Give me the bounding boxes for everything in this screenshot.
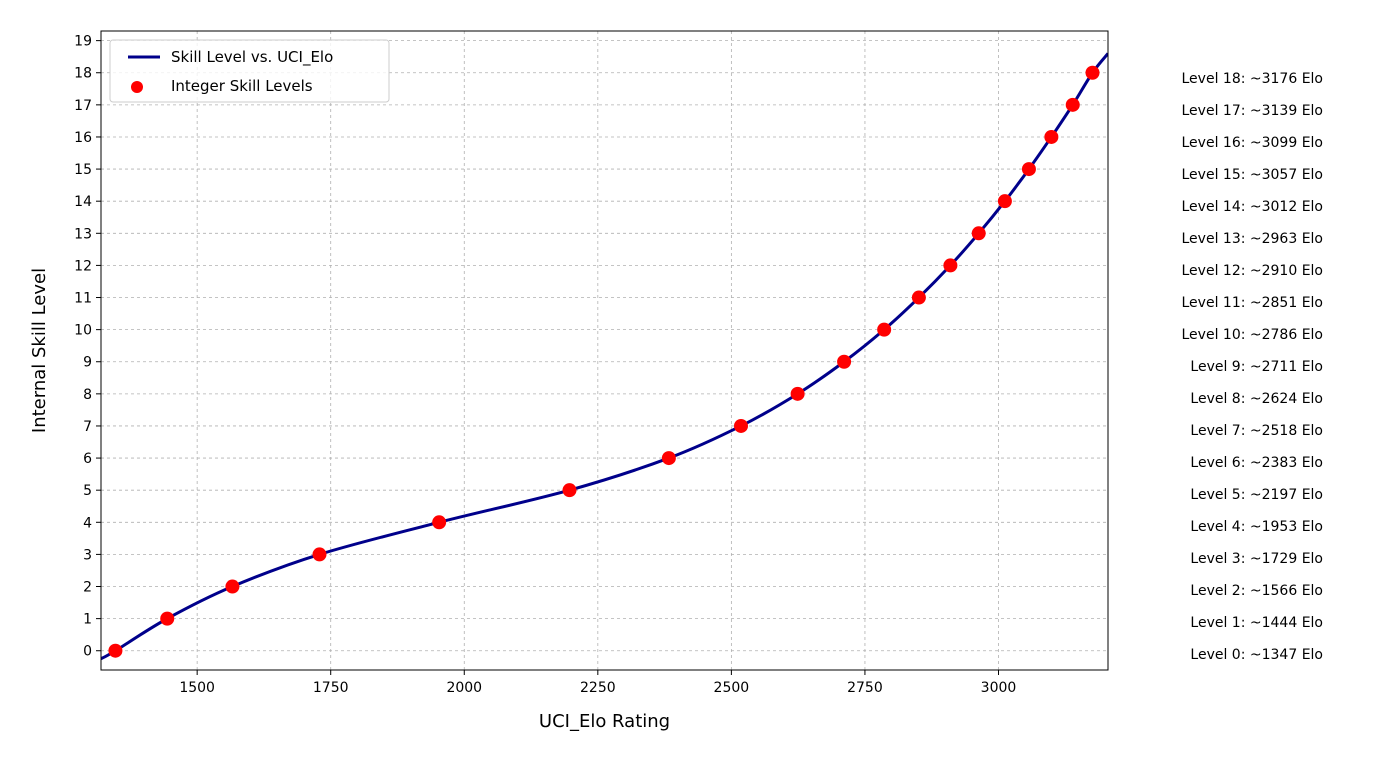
x-tick-label: 2500: [714, 680, 750, 696]
y-tick-label: 5: [83, 483, 92, 499]
y-tick-label: 12: [74, 258, 92, 274]
integer-skill-point: [1044, 129, 1059, 144]
y-axis-title: Internal Skill Level: [29, 268, 50, 433]
level-annotation: Level 17: ~3139 Elo: [1182, 103, 1324, 119]
level-annotation: Level 12: ~2910 Elo: [1182, 263, 1324, 279]
x-tick-label: 3000: [981, 680, 1017, 696]
y-tick-label: 0: [83, 644, 92, 660]
y-tick-label: 10: [74, 323, 92, 339]
level-annotation: Level 10: ~2786 Elo: [1182, 327, 1324, 343]
y-tick-label: 18: [74, 66, 92, 82]
level-annotation: Level 2: ~1566 Elo: [1190, 583, 1323, 599]
level-annotation: Level 16: ~3099 Elo: [1182, 135, 1324, 151]
x-axis-title: UCI_Elo Rating: [539, 711, 670, 732]
integer-skill-point: [911, 290, 926, 305]
y-tick-label: 14: [74, 194, 92, 210]
legend-line-label: Skill Level vs. UCI_Elo: [171, 48, 333, 67]
level-annotation: Level 8: ~2624 Elo: [1190, 391, 1323, 407]
integer-skill-point: [837, 354, 852, 369]
y-tick-label: 9: [83, 355, 92, 371]
y-tick-label: 2: [83, 580, 92, 596]
integer-skill-point: [1021, 162, 1036, 177]
level-annotation: Level 7: ~2518 Elo: [1190, 423, 1323, 439]
level-annotation: Level 13: ~2963 Elo: [1182, 231, 1324, 247]
integer-skill-point: [790, 386, 805, 401]
integer-skill-point: [1065, 97, 1080, 112]
level-annotation: Level 5: ~2197 Elo: [1190, 487, 1323, 503]
x-tick-label: 2250: [580, 680, 616, 696]
y-tick-label: 8: [83, 387, 92, 403]
level-annotation: Level 1: ~1444 Elo: [1190, 615, 1323, 631]
integer-skill-point: [733, 418, 748, 433]
y-tick-label: 11: [74, 291, 92, 307]
x-tick-label: 1750: [313, 680, 349, 696]
integer-skill-point: [432, 515, 447, 530]
integer-skill-point: [1085, 65, 1100, 80]
grid-lines: [101, 31, 1108, 670]
legend: Skill Level vs. UCI_Elo Integer Skill Le…: [109, 39, 390, 103]
y-tick-label: 13: [74, 226, 92, 242]
legend-box: [109, 39, 390, 103]
level-annotation: Level 15: ~3057 Elo: [1182, 167, 1324, 183]
y-tick-label: 15: [74, 162, 92, 178]
integer-skill-point: [562, 483, 577, 498]
level-annotation: Level 0: ~1347 Elo: [1190, 647, 1323, 663]
level-annotation: Level 3: ~1729 Elo: [1190, 551, 1323, 567]
y-tick-label: 3: [83, 547, 92, 563]
y-tick-label: 7: [83, 419, 92, 435]
y-tick-label: 4: [83, 515, 92, 531]
integer-skill-point: [160, 611, 175, 626]
level-annotation: Level 14: ~3012 Elo: [1182, 199, 1324, 215]
x-tick-label: 1500: [179, 680, 215, 696]
series-layer: [101, 52, 1108, 661]
level-annotation: Level 4: ~1953 Elo: [1190, 519, 1323, 535]
y-tick-label: 1: [83, 612, 92, 628]
level-annotation: Level 6: ~2383 Elo: [1190, 455, 1323, 471]
y-tick-label: 19: [74, 34, 92, 50]
y-tick-label: 16: [74, 130, 92, 146]
integer-skill-point: [943, 258, 958, 273]
x-tick-label: 2000: [446, 680, 482, 696]
skill-curve-line: [101, 52, 1108, 661]
level-annotation: Level 9: ~2711 Elo: [1190, 359, 1323, 375]
integer-skill-point: [877, 322, 892, 337]
legend-dot-swatch: [131, 81, 143, 93]
level-annotation: Level 18: ~3176 Elo: [1182, 71, 1324, 87]
integer-skill-point: [997, 194, 1012, 209]
integer-skill-point: [971, 226, 986, 241]
integer-skill-point: [108, 643, 123, 658]
x-tick-label: 2750: [847, 680, 883, 696]
level-annotation: Level 11: ~2851 Elo: [1182, 295, 1324, 311]
legend-dot-label: Integer Skill Levels: [171, 77, 313, 95]
y-tick-label: 17: [74, 98, 92, 114]
integer-skill-point: [312, 547, 327, 562]
axis-ticks: 1500 1750 2000 2250 2500 2750 3000012345678910…: [74, 34, 1016, 696]
plot-frame: [100, 30, 1109, 671]
y-tick-label: 6: [83, 451, 92, 467]
integer-skill-point: [225, 579, 240, 594]
level-annotations: Level 18: ~3176 Elo Level 17: ~3139 Elo Le…: [1182, 71, 1324, 663]
integer-skill-point: [661, 451, 676, 466]
